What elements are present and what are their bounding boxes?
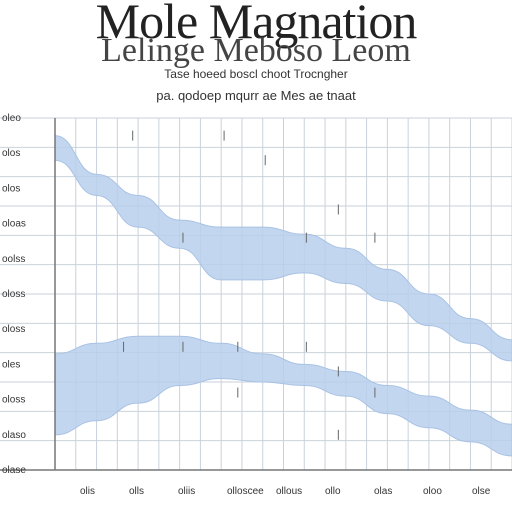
y-tick-label: olos [2,183,20,194]
y-tick-label: oles [2,359,20,370]
y-tick-label: oloss [2,289,25,300]
chart-caption-1: Tase hoeed boscl choot Trocngher [164,67,348,81]
y-tick-label: olos [2,148,20,159]
x-tick-label: oliis [178,486,195,497]
x-tick-label: olas [374,486,392,497]
band-series-2 [54,335,512,457]
y-tick-label: olaso [2,430,26,441]
chart-bands [54,135,512,457]
x-tick-labels: olis olls oliis olloscee ollous ollo olas oloo o… [80,486,491,497]
y-tick-label: oleo [2,113,21,124]
chart-title: Mole Magnation [95,0,418,49]
y-tick-label: olase [2,465,26,476]
x-tick-label: oloo [423,486,442,497]
y-tick-label: oloas [2,219,26,230]
y-tick-labels: oleo olos olos oloas oolss oloss oloss oles olos… [2,113,26,476]
y-tick-label: oolss [2,254,25,265]
x-tick-label: olse [472,486,491,497]
band-series-1 [54,135,512,362]
x-tick-label: olls [129,486,144,497]
chart-caption-2: pa. qodoep mqurr ae Mes ae tnaat [156,88,356,103]
x-tick-label: olis [80,486,95,497]
chart-glyph-marks [123,130,376,440]
x-tick-label: ollo [325,486,341,497]
x-tick-label: olloscee [227,486,264,497]
y-tick-label: oloss [2,324,25,335]
chart-axes [0,118,512,471]
y-tick-label: oloss [2,395,25,406]
x-tick-label: ollous [276,486,302,497]
chart-subtitle: Lelinge Meboso Leom [101,32,411,69]
